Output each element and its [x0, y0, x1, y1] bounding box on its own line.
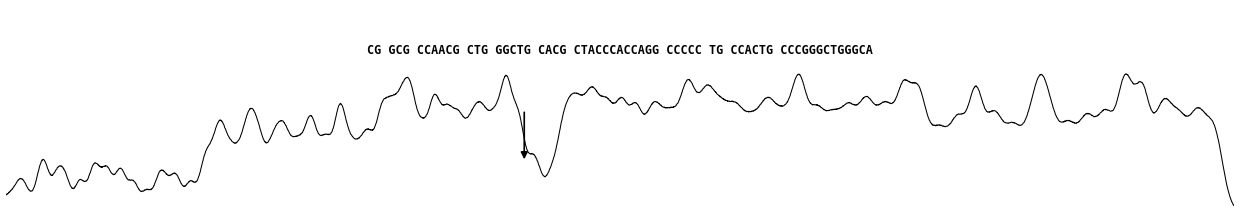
Text: CG GCG CCAACG CTG GGCTG CACG CTACCCACCAGG CCCCC TG CCACTG CCCGGGCTGGGCA: CG GCG CCAACG CTG GGCTG CACG CTACCCACCAG… [367, 44, 873, 57]
